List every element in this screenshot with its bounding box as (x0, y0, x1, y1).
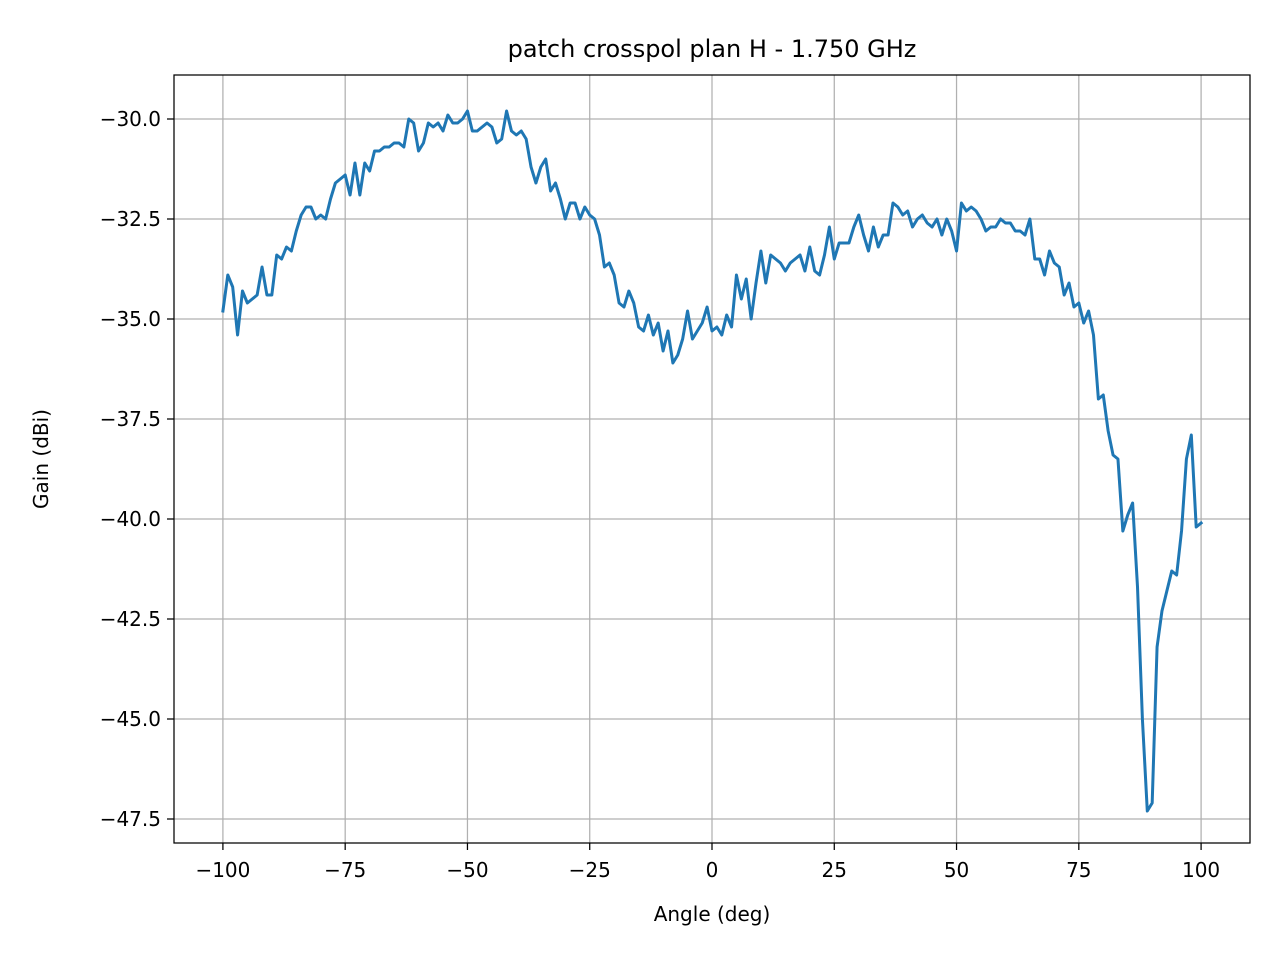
grid-lines (174, 75, 1250, 843)
series-layer (221, 109, 1204, 813)
x-tick-label: 50 (944, 858, 969, 882)
y-tick-label: −42.5 (100, 607, 161, 631)
y-tick-label: −35.0 (100, 307, 161, 331)
tick-marks: −100 −75 −50 −25 0 25 50 75 100 −30.0 −32.5 −35.0 −3… (100, 107, 1220, 882)
x-tick-label: −100 (195, 858, 250, 882)
x-tick-label: −75 (324, 858, 366, 882)
y-tick-label: −37.5 (100, 407, 161, 431)
y-axis-label: Gain (dBi) (29, 409, 53, 509)
x-tick-label: −50 (446, 858, 488, 882)
chart-title: patch crosspol plan H - 1.750 GHz (508, 35, 917, 63)
x-tick-label: 100 (1182, 858, 1220, 882)
y-tick-label: −32.5 (100, 207, 161, 231)
y-tick-label: −30.0 (100, 107, 161, 131)
x-tick-label: 75 (1066, 858, 1091, 882)
x-tick-label: 0 (706, 858, 719, 882)
y-tick-label: −40.0 (100, 507, 161, 531)
x-axis-label: Angle (deg) (654, 902, 771, 926)
x-tick-label: 25 (822, 858, 847, 882)
y-tick-label: −45.0 (100, 707, 161, 731)
x-tick-label: −25 (569, 858, 611, 882)
series-line (221, 109, 1204, 813)
y-tick-label: −47.5 (100, 807, 161, 831)
